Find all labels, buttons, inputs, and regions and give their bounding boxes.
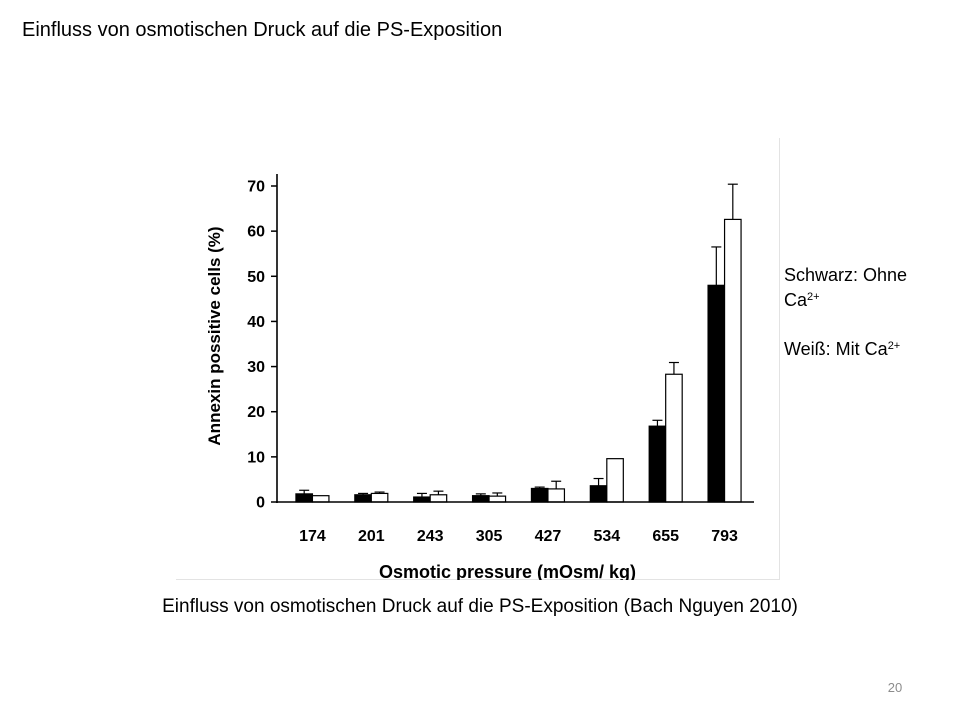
y-axis-title: Annexin possitive cells (%) [205, 226, 224, 445]
bar-black-534 [589, 485, 608, 503]
y-tick-label: 40 [247, 314, 265, 331]
bar-black-427 [530, 487, 549, 503]
y-tick-label: 70 [247, 179, 265, 196]
legend-white-label: Weiß: Mit Ca [784, 339, 888, 359]
x-tick-label: 174 [299, 528, 326, 545]
bar-white-534 [606, 458, 624, 503]
y-tick-label: 0 [256, 495, 265, 512]
x-tick-label: 201 [358, 528, 385, 545]
bar-black-174 [295, 493, 314, 503]
y-tick-label: 60 [247, 224, 265, 241]
x-tick-label: 305 [476, 528, 503, 545]
legend-black-charge: 2+ [807, 291, 820, 303]
legend-black-entry: Schwarz: Ohne Ca2+ [784, 263, 954, 313]
chart-frame: 0 10 20 30 40 50 60 70 Annexin possitive cells (… [176, 138, 780, 580]
bar-white-305 [488, 495, 507, 503]
x-tick-label: 243 [417, 528, 444, 545]
figure-caption: Einfluss von osmotischen Druck auf die P… [162, 596, 798, 617]
x-axis-title: Osmotic pressure (mOsm/ kg) [379, 562, 636, 580]
y-tick-label: 50 [247, 269, 265, 286]
legend-white-entry: Weiß: Mit Ca2+ [784, 337, 954, 362]
page-number: 20 [887, 680, 903, 695]
chart-legend: Schwarz: Ohne Ca2+ Weiß: Mit Ca2+ [784, 263, 954, 362]
bar-white-655 [665, 373, 683, 503]
legend-black-label: Schwarz: Ohne [784, 265, 908, 285]
x-tick-label: 427 [535, 528, 562, 545]
x-tick-label: 534 [593, 528, 620, 545]
bar-black-793 [707, 284, 726, 503]
legend-white-charge: 2+ [887, 340, 901, 352]
bar-white-201 [370, 492, 389, 503]
y-tick-label: 10 [247, 449, 265, 466]
legend-black-label-ca: Ca [784, 290, 808, 310]
bar-white-243 [429, 494, 448, 503]
bar-black-655 [648, 425, 667, 503]
slide-title: Einfluss von osmotischen Druck auf die P… [22, 19, 503, 41]
x-tick-label: 793 [711, 528, 738, 545]
bar-chart: 0 10 20 30 40 50 60 70 Annexin possitive cells (… [205, 174, 754, 580]
bar-white-793 [723, 218, 742, 503]
bar-white-427 [547, 488, 566, 503]
bar-black-305 [471, 495, 490, 503]
bar-black-201 [354, 494, 372, 503]
x-tick-label: 655 [652, 528, 679, 545]
y-tick-label: 30 [247, 359, 265, 376]
bar-white-174 [311, 495, 330, 503]
y-tick-label: 20 [247, 404, 265, 421]
